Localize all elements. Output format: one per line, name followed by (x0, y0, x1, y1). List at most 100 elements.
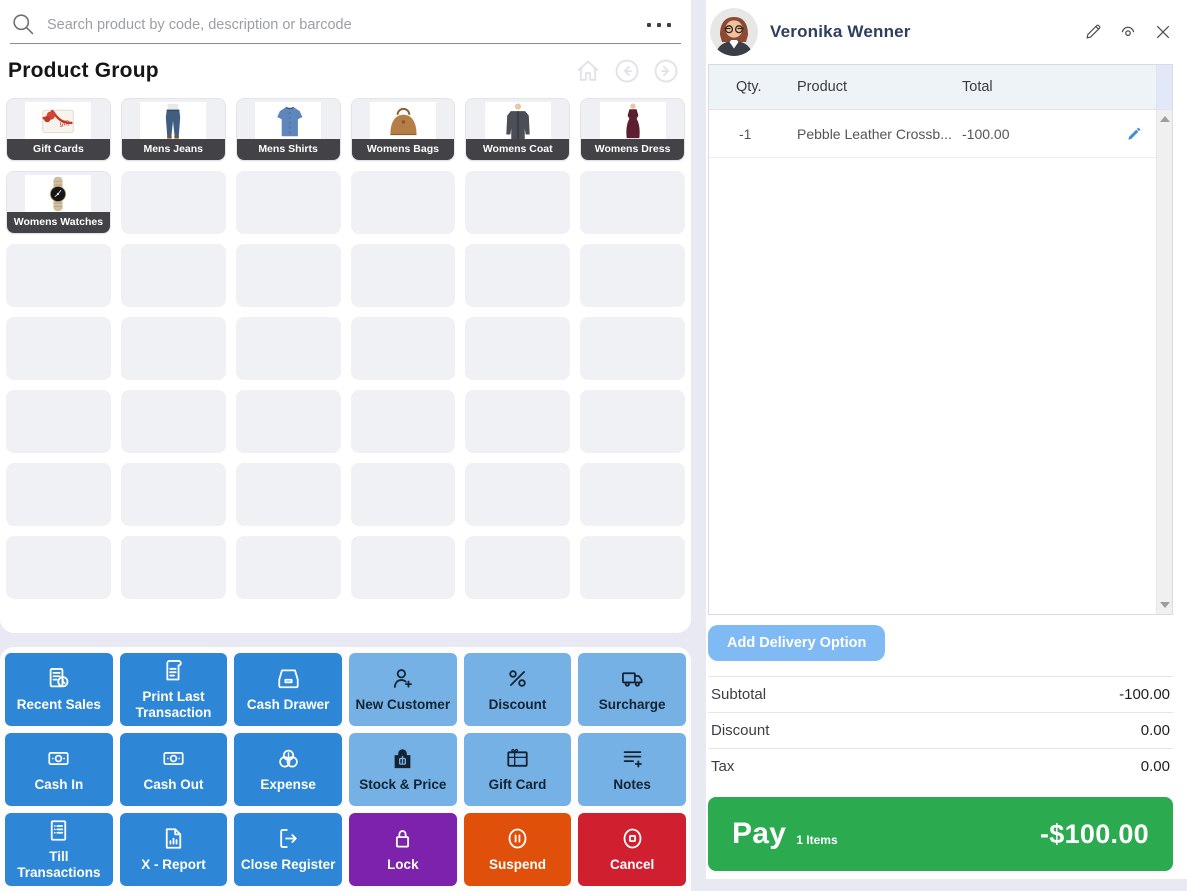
more-options-icon[interactable] (637, 19, 681, 31)
gift-card-button[interactable]: Gift Card (463, 732, 572, 806)
close-register-icon (275, 825, 302, 852)
scroll-down-icon[interactable] (1160, 602, 1170, 608)
home-icon[interactable] (573, 56, 603, 86)
products-panel: Product Group gift Gift Cards Mens Jeans Me… (0, 0, 691, 633)
cancel-button[interactable]: Cancel (578, 812, 686, 886)
notes-icon (619, 745, 646, 772)
cart-col-qty: Qty. (736, 79, 762, 95)
action-label: Cash Out (143, 777, 204, 793)
print-last-icon (160, 657, 187, 684)
x-report-icon (160, 825, 187, 852)
action-label: Gift Card (488, 777, 547, 793)
gift-cards-image: gift (25, 102, 92, 140)
total-value: 0.00 (1140, 758, 1170, 775)
action-label: Cash Drawer (246, 697, 330, 713)
pay-label: Pay (732, 817, 787, 850)
add-delivery-option-button[interactable]: Add Delivery Option (708, 625, 886, 661)
cart-col-product: Product (797, 79, 847, 95)
lock-button[interactable]: Lock (348, 812, 457, 886)
action-label: Suspend (488, 857, 546, 873)
product-tile-womens-bags[interactable]: Womens Bags (350, 98, 456, 161)
total-row-subtotal: Subtotal -100.00 (708, 676, 1173, 712)
empty-tile (6, 317, 111, 380)
till-transactions-button[interactable]: Till Transactions (5, 812, 113, 886)
actions-panel: Recent Sales Print Last Transaction Cash D… (0, 647, 691, 891)
cart-rows: -1 Pebble Leather Crossb... -100.00 (709, 110, 1156, 614)
total-row-tax: Tax 0.00 (708, 748, 1173, 784)
cash-drawer-button[interactable]: Cash Drawer (234, 653, 342, 726)
action-label: Stock & Price (359, 777, 447, 793)
edit-pencil-icon[interactable] (1083, 22, 1103, 42)
empty-tile (120, 536, 226, 599)
cancel-icon (619, 825, 646, 852)
surcharge-button[interactable]: Surcharge (578, 653, 686, 726)
action-label: Close Register (240, 857, 336, 873)
empty-tile (465, 390, 571, 453)
recent-sales-button[interactable]: Recent Sales (5, 653, 113, 726)
cart-header: Qty. Product Total (709, 65, 1172, 110)
view-eye-icon[interactable] (1118, 22, 1138, 42)
search-bar (10, 6, 681, 44)
pay-amount: -$100.00 (1040, 818, 1149, 849)
product-tile-mens-shirts[interactable]: Mens Shirts (235, 98, 341, 161)
product-tile-label: Mens Jeans (121, 139, 225, 160)
banknote-icon (45, 745, 72, 772)
product-tile-label: Womens Dress (581, 139, 684, 160)
scroll-up-icon[interactable] (1160, 116, 1170, 122)
percent-icon (504, 665, 531, 692)
suspend-button[interactable]: Suspend (463, 812, 572, 886)
cash-in-button[interactable]: Cash In (5, 732, 113, 806)
x-report-button[interactable]: X - Report (119, 812, 228, 886)
empty-tile (465, 171, 571, 234)
total-label: Tax (711, 758, 735, 775)
empty-tile (120, 317, 226, 380)
back-circle-icon[interactable] (612, 56, 642, 86)
action-label: Print Last Transaction (135, 689, 212, 721)
action-label: Cancel (610, 857, 655, 873)
edit-line-icon[interactable] (1125, 125, 1143, 143)
empty-tile (465, 463, 571, 526)
forward-circle-icon[interactable] (651, 56, 681, 86)
product-tile-womens-coat[interactable]: Womens Coat (465, 98, 571, 161)
product-tile-label: Womens Coat (466, 139, 570, 160)
total-value: 0.00 (1140, 722, 1170, 739)
stock-price-button[interactable]: Stock & Price (348, 732, 457, 806)
product-tile-label: Mens Shirts (236, 139, 340, 160)
empty-tile (580, 244, 685, 307)
product-tile-womens-dress[interactable]: Womens Dress (580, 98, 685, 161)
banknote-icon (160, 745, 187, 772)
totals-section: Subtotal -100.00 Discount 0.00 Tax 0.00 (708, 676, 1173, 784)
mens-shirts-image (255, 102, 322, 140)
close-x-icon[interactable] (1153, 22, 1173, 42)
expense-button[interactable]: Expense (234, 732, 342, 806)
empty-tile (6, 390, 111, 453)
mens-jeans-image (140, 102, 207, 140)
pay-button[interactable]: Pay 1 Items -$100.00 (708, 797, 1173, 871)
empty-tile (350, 390, 456, 453)
notes-button[interactable]: Notes (578, 732, 686, 806)
cart-table: Qty. Product Total -1 Pebble Leather Cros… (708, 64, 1173, 615)
empty-tile (235, 536, 341, 599)
coins-icon (275, 745, 302, 772)
discount-button[interactable]: Discount (463, 653, 572, 726)
product-tile-womens-watches[interactable]: Womens Watches (6, 171, 111, 234)
new-customer-icon (389, 665, 416, 692)
row-product: Pebble Leather Crossb... (797, 125, 952, 142)
total-label: Discount (711, 722, 770, 739)
sale-panel: Veronika Wenner Qty. Product Total -1 Peb… (706, 0, 1187, 879)
search-input[interactable] (45, 15, 629, 34)
print-last-transaction-button[interactable]: Print Last Transaction (119, 653, 228, 726)
cash-out-button[interactable]: Cash Out (119, 732, 228, 806)
product-tile-label: Womens Watches (7, 212, 110, 233)
action-label: Till Transactions (17, 848, 101, 881)
row-total: -100.00 (962, 125, 1010, 142)
product-tile-gift-cards[interactable]: gift Gift Cards (6, 98, 111, 161)
empty-tile (580, 463, 685, 526)
cart-scrollbar[interactable] (1156, 110, 1172, 614)
action-label: Expense (260, 777, 316, 793)
close-register-button[interactable]: Close Register (234, 812, 342, 886)
cart-row[interactable]: -1 Pebble Leather Crossb... -100.00 (709, 110, 1156, 158)
product-tile-mens-jeans[interactable]: Mens Jeans (120, 98, 226, 161)
new-customer-button[interactable]: New Customer (348, 653, 457, 726)
empty-tile (350, 171, 456, 234)
